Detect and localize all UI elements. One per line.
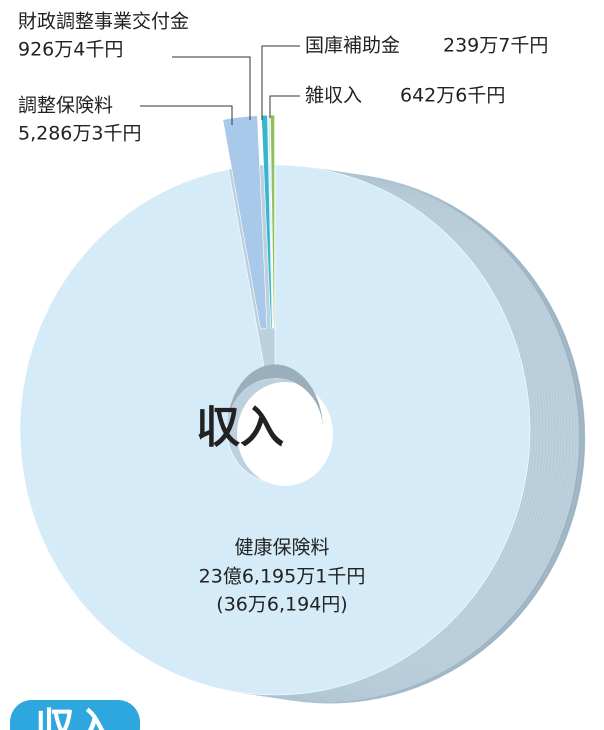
category-label: 調整保険料 (18, 95, 113, 117)
category-label: 国庫補助金 (305, 35, 400, 57)
value-label: 239万7千円 (443, 35, 548, 57)
value-label: 23億6,195万1千円 (199, 566, 366, 588)
donut-hole (237, 382, 333, 486)
leader-line (140, 105, 233, 125)
value-label: 5,286万3千円 (18, 123, 141, 145)
category-label: 雑収入 (305, 85, 362, 107)
pie-slice (270, 114, 275, 329)
value-label: 926万4千円 (18, 39, 123, 61)
category-label: 健康保険料 (234, 537, 329, 559)
pie-slice (267, 114, 274, 329)
pie-slice (222, 115, 268, 330)
hole-wall (227, 364, 323, 430)
tab-label: 収入 (35, 705, 115, 730)
pie-slice (261, 114, 273, 329)
category-label: 財政調整事業交付金 (18, 11, 189, 33)
section-tab (10, 700, 140, 730)
leader-line (172, 56, 251, 120)
center-label: 収入 (196, 402, 284, 453)
value-label: 642万6千円 (400, 85, 505, 107)
sub-label: (36万6,194円) (216, 594, 347, 616)
leader-line (269, 95, 300, 118)
leader-line (261, 45, 300, 120)
